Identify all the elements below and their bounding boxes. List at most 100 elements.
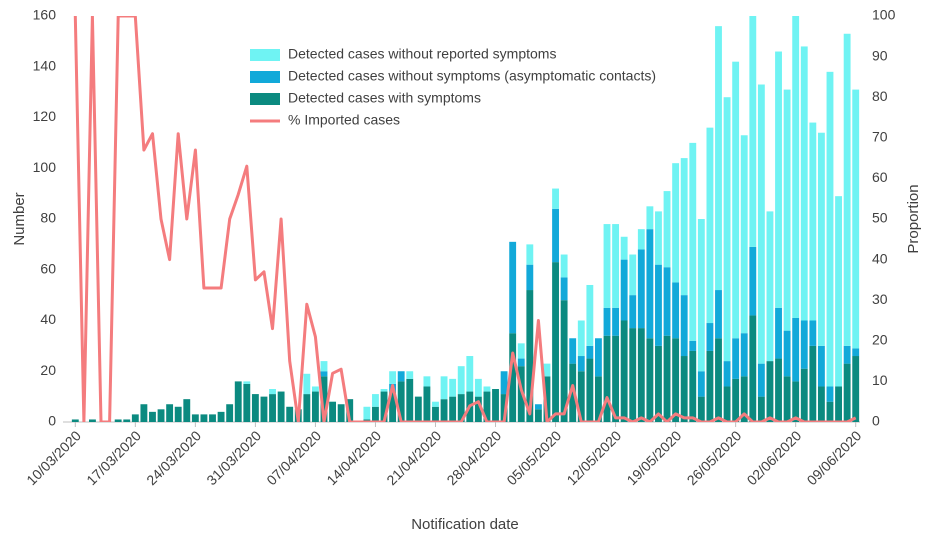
bar-segment	[586, 345, 594, 359]
bar-segment	[337, 404, 345, 422]
bar-segment	[594, 338, 602, 377]
x-tick-label: 17/03/2020	[83, 427, 144, 488]
bar-segment	[560, 277, 568, 301]
bar-segment	[166, 404, 174, 422]
bar-segment	[715, 26, 722, 291]
bar-segment	[432, 406, 439, 422]
x-tick-label: 09/06/2020	[804, 427, 865, 488]
bar-segment	[209, 414, 216, 422]
bar-segment	[560, 254, 568, 278]
bar-segment	[440, 376, 448, 400]
bar-segment	[414, 396, 422, 422]
bar-segment	[732, 338, 740, 379]
bar-segment	[629, 328, 637, 422]
bar-segment	[509, 241, 517, 334]
x-tick-label: 10/03/2020	[23, 427, 84, 488]
x-tick-label: 05/05/2020	[503, 427, 564, 488]
bar-segment	[817, 345, 825, 387]
bar-segment	[637, 328, 645, 422]
x-tick-label: 19/05/2020	[623, 427, 684, 488]
bar-segment	[577, 371, 585, 422]
bar-segment	[612, 224, 620, 308]
bar-segment	[277, 391, 285, 422]
bar-segment	[131, 414, 139, 422]
legend-label: Detected cases with symptoms	[288, 90, 481, 106]
bar-segment	[663, 335, 671, 422]
bar-segment	[689, 340, 697, 351]
bar-segment	[380, 389, 388, 392]
bar-segment	[251, 394, 259, 422]
bar-segment	[826, 386, 834, 402]
bar-segment	[123, 419, 131, 422]
bar-segment	[543, 376, 551, 422]
y2-tick-label: 30	[872, 291, 888, 307]
bar-segment	[749, 315, 757, 422]
bar-segment	[697, 371, 705, 397]
bar-segment	[603, 307, 611, 336]
y2-tick-label: 60	[872, 169, 888, 185]
bar-segment	[749, 16, 757, 247]
bar-segment	[89, 419, 96, 422]
y-tick-label: 20	[40, 362, 56, 378]
bar-segment	[372, 394, 379, 407]
y2-tick-label: 0	[872, 413, 880, 429]
bar-segment	[457, 366, 465, 395]
legend-swatch	[250, 93, 280, 105]
y2-tick-label: 50	[872, 210, 888, 226]
bar-segment	[852, 89, 860, 349]
bar-segment	[646, 338, 654, 422]
bar-segment	[114, 419, 122, 422]
bar-segment	[243, 381, 251, 384]
bar-segment	[183, 399, 191, 422]
y2-tick-label: 70	[872, 129, 888, 145]
bar-segment	[569, 338, 577, 364]
y2-tick-label: 100	[872, 7, 896, 23]
bar-segment	[517, 358, 525, 367]
bar-segment	[757, 363, 765, 397]
bar-segment	[817, 386, 825, 422]
bar-segment	[723, 386, 731, 422]
bar-segment	[680, 356, 688, 422]
y-tick-label: 60	[40, 260, 56, 276]
bar-segment	[303, 394, 311, 422]
bar-segment	[792, 317, 800, 382]
y2-tick-label: 20	[872, 332, 888, 348]
bar-segment	[740, 333, 748, 377]
bar-segment	[852, 348, 860, 357]
bar-segment	[483, 386, 491, 392]
bar-segment	[303, 373, 311, 395]
bar-segment	[483, 391, 491, 422]
bar-segment	[157, 409, 165, 422]
bar-segment	[706, 323, 714, 351]
bar-segment	[680, 158, 688, 296]
y-tick-label: 0	[48, 413, 56, 429]
bar-segment	[226, 404, 234, 422]
bar-segment	[534, 409, 542, 422]
bar-segment	[517, 343, 525, 359]
bar-segment	[706, 127, 714, 324]
x-tick-label: 26/05/2020	[684, 427, 745, 488]
bar-segment	[217, 411, 225, 422]
bar-segment	[809, 122, 817, 321]
bar-segment	[586, 358, 594, 422]
bar-segment	[500, 371, 508, 395]
y-tick-label: 40	[40, 311, 56, 327]
x-tick-label: 14/04/2020	[323, 427, 384, 488]
line-layer	[73, 16, 857, 422]
bar-segment	[800, 46, 808, 321]
legend-swatch	[250, 71, 280, 83]
bar-segment	[372, 406, 379, 422]
bar-segment	[174, 406, 182, 422]
x-axis-label: Notification date	[411, 516, 519, 533]
bar-segment	[697, 396, 705, 422]
bar-segment	[775, 358, 782, 422]
bar-segment	[732, 378, 740, 422]
bar-segment	[715, 338, 722, 422]
bar-segment	[835, 386, 842, 422]
bar-segment	[835, 196, 842, 387]
bar-segment	[792, 381, 800, 422]
bar-segment	[526, 244, 534, 265]
bar-segment	[509, 333, 517, 422]
bar-segment	[663, 191, 671, 268]
